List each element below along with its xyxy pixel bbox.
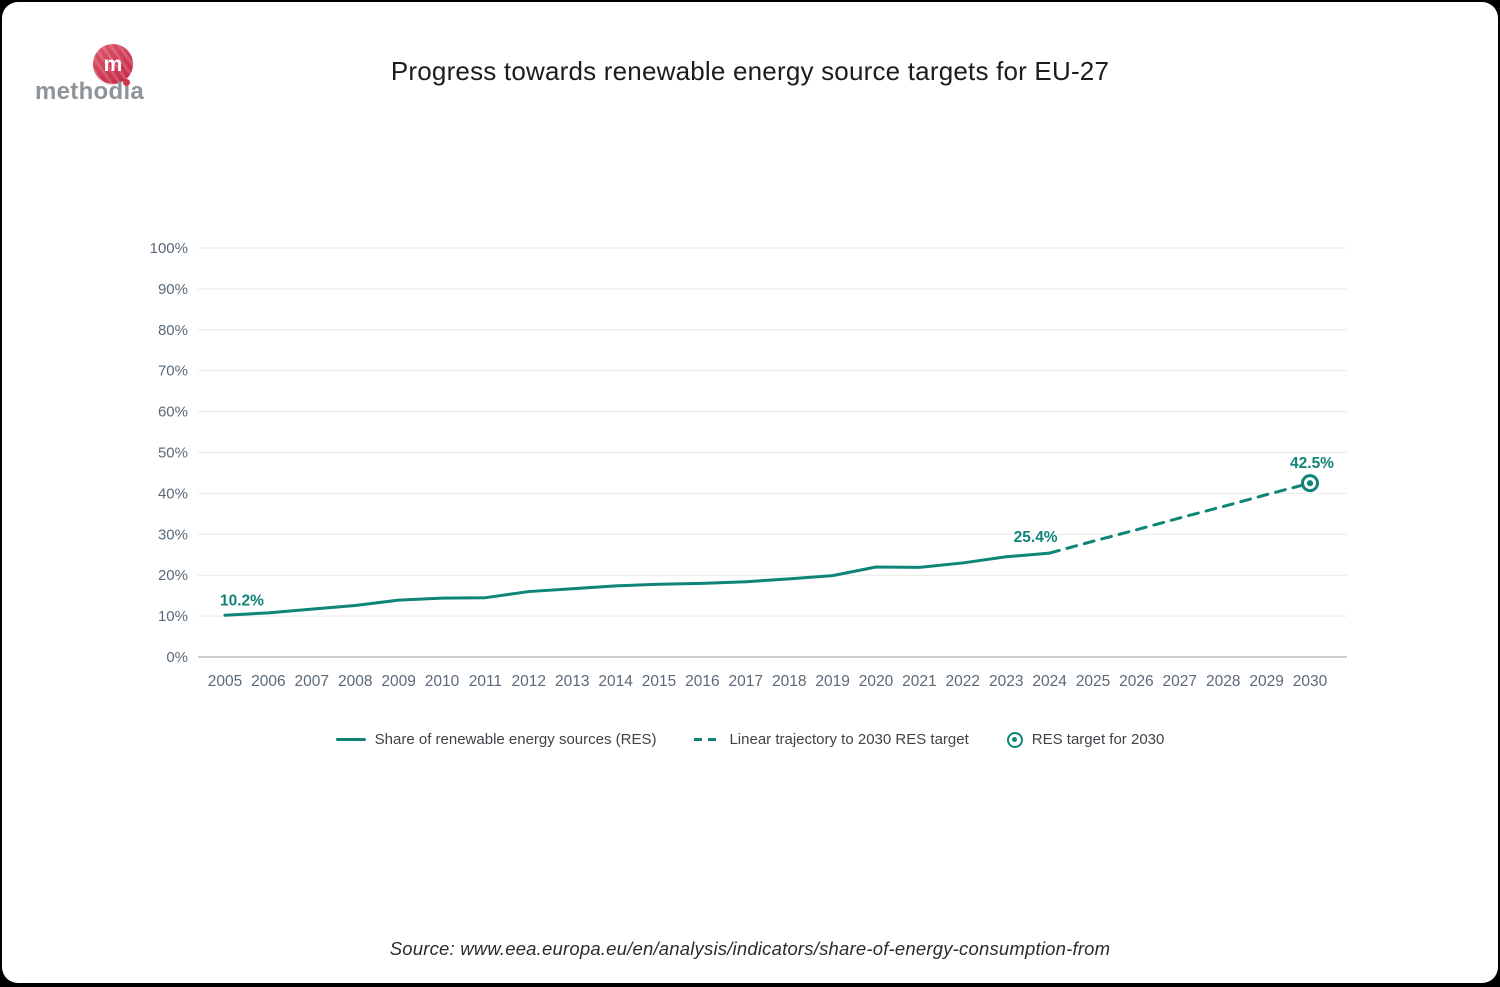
data-label: 25.4% (1014, 529, 1058, 546)
y-tick-label: 30% (158, 526, 188, 543)
source-text: Source: www.eea.europa.eu/en/analysis/in… (389, 938, 1111, 959)
legend-item-trajectory: Linear trajectory to 2030 RES target (694, 731, 969, 748)
res-share-line (223, 551, 1052, 617)
dashed-line-swatch (694, 738, 721, 741)
x-tick-label: 2022 (946, 673, 980, 690)
circle-dot-swatch (1006, 731, 1023, 748)
legend-label: Linear trajectory to 2030 RES target (729, 731, 969, 748)
y-tick-label: 40% (158, 485, 188, 502)
x-tick-label: 2015 (642, 673, 676, 690)
y-tick-label: 80% (158, 322, 188, 339)
solid-line-swatch (335, 738, 366, 741)
chart-legend: Share of renewable energy sources (RES) … (2, 731, 1498, 748)
x-tick-label: 2006 (251, 673, 285, 690)
methodia-logo-icon: m (93, 44, 133, 84)
y-tick-label: 20% (158, 567, 188, 584)
x-tick-label: 2027 (1163, 673, 1197, 690)
circle-dot-swatch-center (1012, 737, 1018, 742)
res-target-marker-dot (1306, 480, 1314, 487)
y-tick-label: 50% (158, 445, 188, 462)
x-tick-label: 2007 (295, 673, 329, 690)
x-tick-label: 2021 (902, 673, 936, 690)
legend-item-target: RES target for 2030 (1006, 731, 1165, 748)
x-tick-label: 2019 (815, 673, 849, 690)
x-tick-label: 2029 (1249, 673, 1283, 690)
legend-label: RES target for 2030 (1031, 731, 1165, 748)
x-tick-label: 2009 (381, 673, 415, 690)
logo-monogram: m (103, 52, 123, 76)
y-tick-label: 90% (158, 281, 188, 298)
x-tick-label: 2018 (772, 673, 806, 690)
x-tick-label: 2013 (555, 673, 589, 690)
x-tick-label: 2014 (598, 673, 633, 690)
y-tick-label: 10% (158, 608, 188, 625)
legend-label: Share of renewable energy sources (RES) (374, 731, 657, 748)
logo-i-dot (123, 79, 130, 86)
page-title: Progress towards renewable energy source… (390, 56, 1110, 86)
methodia-logo: m methodia (35, 42, 165, 105)
x-tick-label: 2005 (208, 673, 242, 690)
x-tick-label: 2028 (1206, 673, 1240, 690)
x-tick-label: 2024 (1032, 673, 1067, 690)
y-tick-label: 100% (150, 240, 188, 257)
x-tick-label: 2030 (1293, 673, 1328, 690)
x-tick-label: 2012 (512, 673, 546, 690)
x-tick-label: 2017 (729, 673, 763, 690)
y-tick-label: 70% (158, 363, 188, 380)
x-tick-label: 2011 (469, 673, 502, 690)
x-tick-label: 2023 (989, 673, 1023, 690)
y-tick-label: 0% (166, 649, 188, 666)
x-tick-label: 2016 (685, 673, 719, 690)
data-label: 10.2% (220, 592, 264, 609)
y-tick-label: 60% (158, 404, 188, 421)
x-tick-label: 2020 (859, 673, 894, 690)
trajectory-line (1048, 481, 1312, 555)
x-tick-label: 2025 (1076, 673, 1110, 690)
data-label: 42.5% (1290, 455, 1334, 472)
x-tick-label: 2010 (425, 673, 460, 690)
x-tick-label: 2008 (338, 673, 372, 690)
x-tick-label: 2026 (1119, 673, 1153, 690)
legend-item-res-share: Share of renewable energy sources (RES) (335, 731, 657, 748)
